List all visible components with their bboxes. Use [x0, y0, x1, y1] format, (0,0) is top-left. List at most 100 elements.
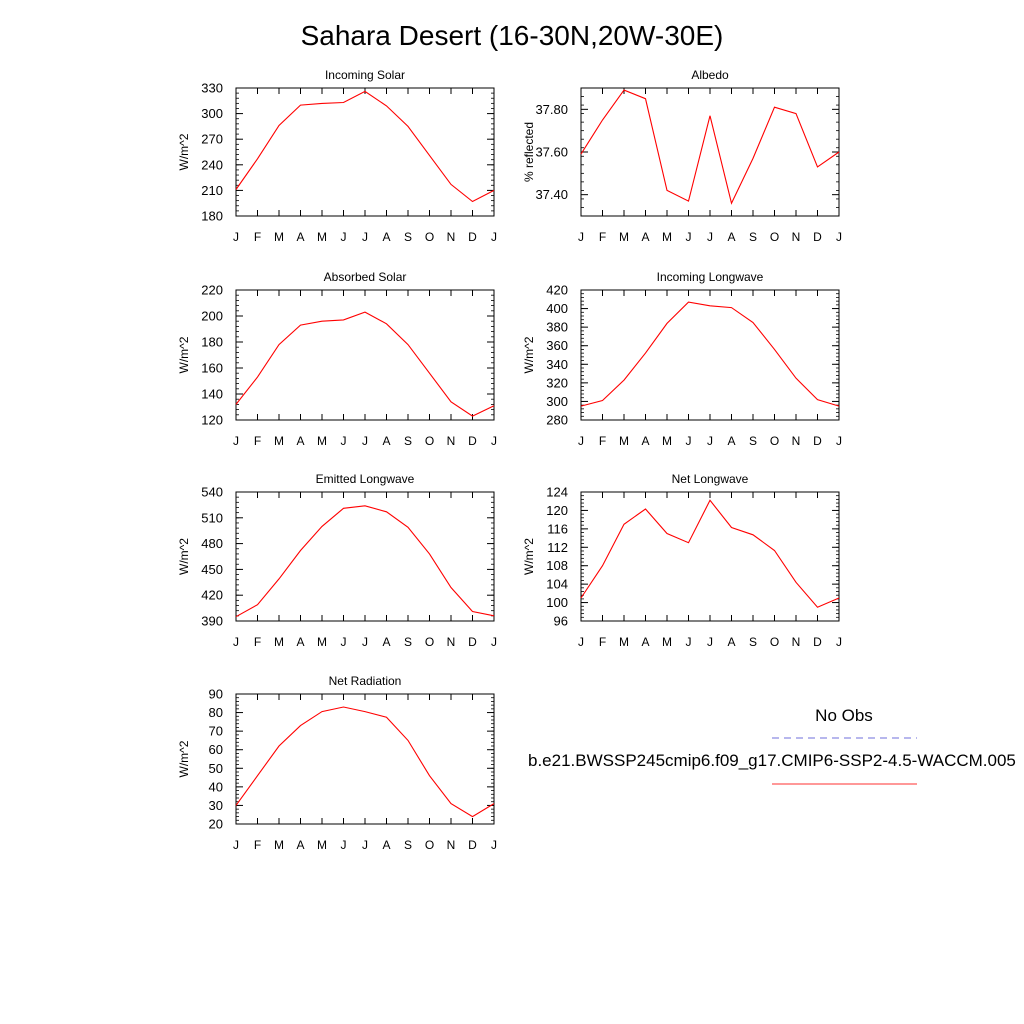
x-tick-label: J: [341, 635, 347, 649]
series-line: [235, 90, 495, 203]
y-tick-label: 100: [546, 595, 568, 610]
y-tick-label: 340: [546, 357, 568, 372]
y-tick-label: 20: [209, 817, 223, 832]
plot-frame: [235, 87, 495, 217]
x-tick-label: F: [254, 230, 261, 244]
x-tick-label: F: [254, 635, 261, 649]
y-tick-label: 160: [201, 361, 223, 376]
legend-label-model-run: b.e21.BWSSP245cmip6.f09_g17.CMIP6-SSP2-4…: [528, 751, 1016, 770]
x-tick-label: J: [233, 230, 239, 244]
panel-title: Net Radiation: [329, 674, 402, 688]
plot-frame: [580, 289, 840, 421]
y-tick-label: 70: [209, 724, 223, 739]
y-axis-label: W/m^2: [177, 538, 191, 575]
y-tick-label: 450: [201, 562, 223, 577]
x-tick-label: J: [686, 230, 692, 244]
x-tick-label: N: [447, 230, 456, 244]
x-tick-label: J: [362, 434, 368, 448]
y-tick-label: 37.40: [535, 187, 568, 202]
x-tick-label: M: [662, 434, 672, 448]
series-line: [580, 499, 840, 608]
x-tick-label: J: [686, 434, 692, 448]
y-tick-label: 108: [546, 558, 568, 573]
x-tick-label: F: [599, 230, 606, 244]
y-tick-label: 280: [546, 413, 568, 428]
x-tick-label: J: [233, 838, 239, 852]
x-tick-label: A: [296, 838, 304, 852]
plot-frame: [235, 693, 495, 825]
x-tick-label: O: [770, 635, 779, 649]
panel-title: Albedo: [691, 68, 729, 82]
x-tick-label: J: [707, 635, 713, 649]
x-tick-label: A: [382, 434, 390, 448]
x-tick-label: A: [641, 230, 649, 244]
series-line: [235, 311, 495, 417]
x-tick-label: O: [770, 434, 779, 448]
chart-panel: J F M A M J J A S O N D J120140160180200220Absorbed …: [177, 270, 497, 448]
y-tick-label: 40: [209, 779, 223, 794]
y-tick-label: 90: [209, 687, 223, 702]
x-tick-label: J: [362, 635, 368, 649]
x-tick-label: S: [749, 230, 757, 244]
series-line: [580, 89, 840, 205]
y-axis-label: W/m^2: [522, 336, 536, 373]
x-tick-label: N: [447, 635, 456, 649]
x-tick-label: D: [468, 230, 477, 244]
x-tick-label: M: [619, 434, 629, 448]
x-tick-label: D: [813, 635, 822, 649]
x-tick-label: S: [404, 635, 412, 649]
x-tick-label: M: [619, 230, 629, 244]
y-tick-label: 210: [201, 183, 223, 198]
y-tick-label: 420: [201, 588, 223, 603]
x-tick-label: J: [341, 230, 347, 244]
x-tick-label: A: [727, 635, 735, 649]
x-tick-label: J: [578, 635, 584, 649]
x-tick-label: J: [491, 635, 497, 649]
plot-frame: [235, 289, 495, 421]
x-tick-label: J: [686, 635, 692, 649]
x-tick-label: D: [813, 434, 822, 448]
y-axis-label: W/m^2: [177, 336, 191, 373]
y-tick-label: 400: [546, 301, 568, 316]
x-tick-label: S: [749, 635, 757, 649]
x-tick-label: J: [836, 434, 842, 448]
x-tick-label: J: [578, 230, 584, 244]
x-tick-label: A: [641, 635, 649, 649]
y-tick-label: 420: [546, 283, 568, 298]
x-tick-label: N: [792, 230, 801, 244]
x-tick-label: M: [317, 230, 327, 244]
figure-title: Sahara Desert (16-30N,20W-30E): [300, 20, 724, 51]
x-tick-label: J: [341, 838, 347, 852]
y-tick-label: 120: [546, 503, 568, 518]
x-tick-label: D: [468, 635, 477, 649]
y-axis-label: W/m^2: [177, 740, 191, 777]
x-tick-label: O: [770, 230, 779, 244]
x-tick-label: J: [707, 230, 713, 244]
y-tick-label: 112: [547, 540, 568, 555]
x-tick-label: D: [468, 434, 477, 448]
x-tick-label: J: [362, 230, 368, 244]
x-tick-label: A: [296, 434, 304, 448]
x-tick-label: J: [341, 434, 347, 448]
y-tick-label: 300: [201, 106, 223, 121]
chart-panel: J F M A M J J A S O N D J96100104108112116120124Net …: [522, 472, 842, 649]
y-tick-label: 330: [201, 81, 223, 96]
y-tick-label: 180: [201, 335, 223, 350]
panel-title: Incoming Longwave: [657, 270, 764, 284]
plot-frame: [235, 491, 495, 622]
y-tick-label: 220: [201, 283, 223, 298]
y-tick-label: 390: [201, 614, 223, 629]
x-tick-label: O: [425, 434, 434, 448]
x-tick-label: J: [836, 230, 842, 244]
x-tick-label: M: [619, 635, 629, 649]
y-tick-label: 37.60: [535, 145, 568, 160]
series-line: [235, 706, 495, 818]
x-tick-label: M: [274, 838, 284, 852]
x-tick-label: A: [382, 635, 390, 649]
panel-title: Net Longwave: [672, 472, 749, 486]
x-tick-label: N: [792, 434, 801, 448]
y-tick-label: 140: [201, 387, 223, 402]
